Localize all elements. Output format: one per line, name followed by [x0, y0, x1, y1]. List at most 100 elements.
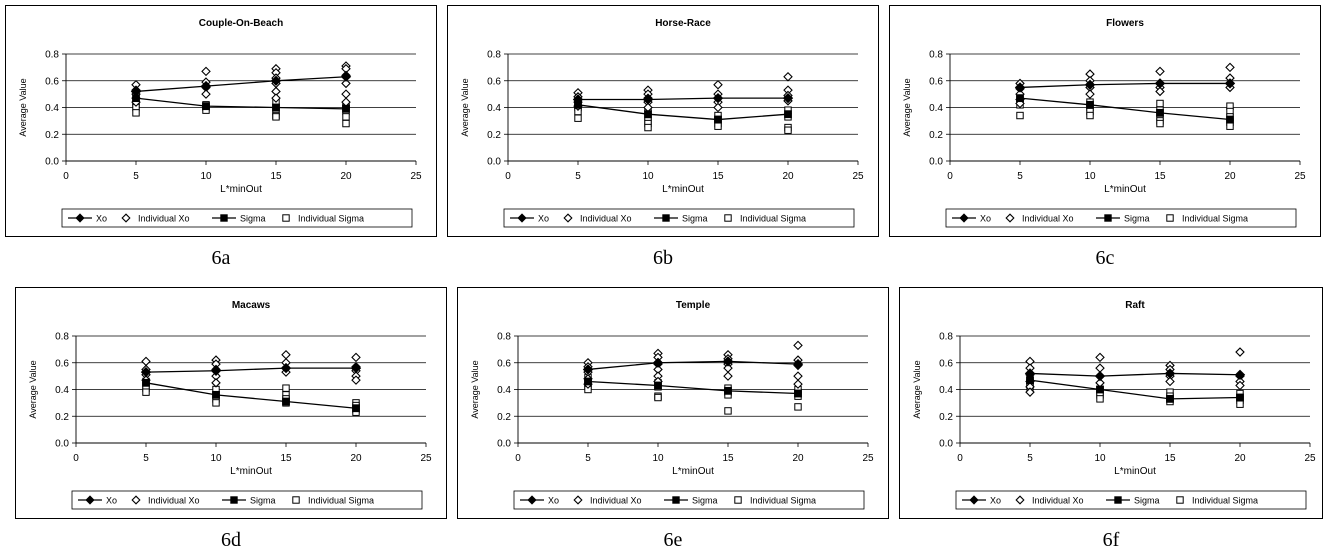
legend-sigma-marker [662, 214, 670, 222]
plot-area [140, 349, 362, 416]
chart-panel-6b: Horse-Race 0.0 0.2 0.4 0.6 0.8 0 5 10 15 20 25 L*min… [447, 5, 879, 237]
individual-xo-point [783, 71, 793, 82]
x-axis-label: L*minOut [672, 466, 714, 477]
individual-xo-point [341, 89, 351, 99]
plot-area [572, 71, 794, 134]
sigma-point [654, 381, 662, 390]
sigma-point [1096, 385, 1104, 394]
individual-xo-point [1225, 62, 1235, 73]
x-tick-label: 10 [210, 453, 222, 464]
legend-sigma-marker [1104, 214, 1112, 222]
chart-svg: Couple-On-Beach 0.0 0.2 0.4 0.6 0.8 0 5 10 15 20 25… [18, 18, 422, 228]
x-tick-label: 25 [862, 453, 874, 464]
sigma-point [784, 110, 792, 119]
legend-sigma-label: Sigma [692, 496, 718, 506]
x-axis-label: L*minOut [230, 466, 272, 477]
xo-point [1094, 370, 1106, 382]
sigma-line [145, 382, 357, 409]
y-tick-label: 0.8 [55, 332, 69, 343]
x-tick-label: 25 [852, 171, 864, 182]
legend-individual-sigma-label: Individual Sigma [750, 496, 816, 506]
legend-individual-xo-marker [573, 495, 583, 505]
individual-sigma-point [724, 407, 732, 415]
x-tick-label: 10 [200, 171, 212, 182]
x-tick-label: 20 [340, 171, 352, 182]
legend: Xo Individual Xo Sigma Individual Sigma [503, 208, 855, 228]
x-tick-label: 15 [722, 453, 734, 464]
figure-caption: 6d [221, 529, 241, 551]
y-tick-label: 0.4 [45, 103, 59, 114]
sigma-point [794, 389, 802, 398]
individual-xo-point [1155, 86, 1165, 97]
legend-individual-sigma-marker [1166, 214, 1174, 222]
x-tick-label: 5 [133, 171, 139, 182]
figure-caption: 6c [1095, 247, 1115, 269]
legend-xo-label: Xo [980, 214, 991, 224]
individual-sigma-point [654, 393, 662, 402]
legend-individual-xo-marker [1005, 213, 1015, 223]
chart-panel-6c: Flowers 0.0 0.2 0.4 0.6 0.8 0 5 10 15 20 25 L*minOut… [889, 5, 1321, 237]
xo-point [1154, 78, 1166, 89]
x-tick-label: 15 [280, 453, 292, 464]
x-tick-label: 20 [350, 453, 362, 464]
legend-xo-marker [85, 495, 95, 505]
figure-caption: 6b [653, 247, 673, 269]
individual-xo-point [211, 378, 221, 388]
y-axis-label: Average Value [470, 360, 480, 418]
sigma-point [1236, 393, 1244, 402]
legend-sigma-marker [220, 214, 228, 222]
individual-xo-point [713, 79, 723, 90]
legend-individual-xo-marker [1015, 495, 1025, 505]
xo-point [1014, 82, 1026, 93]
chart-panel-6a: Couple-On-Beach 0.0 0.2 0.4 0.6 0.8 0 5 10 15 20 25… [5, 5, 437, 237]
sigma-point [644, 110, 652, 119]
legend-individual-sigma-label: Individual Sigma [1192, 496, 1258, 506]
sigma-point [1016, 94, 1024, 103]
y-axis-label: Average Value [912, 360, 922, 418]
individual-xo-point [1085, 89, 1095, 99]
legend: Xo Individual Xo Sigma Individual Sigma [945, 208, 1297, 228]
legend-individual-sigma-marker [292, 496, 300, 504]
individual-xo-point [351, 352, 361, 363]
individual-sigma-point [1086, 111, 1094, 120]
y-tick-label: 0.4 [939, 385, 953, 396]
legend-individual-xo-marker [131, 495, 141, 505]
x-tick-label: 0 [505, 171, 511, 182]
x-axis-label: L*minOut [662, 184, 704, 195]
sigma-line [587, 380, 799, 395]
y-axis-label: Average Value [460, 78, 470, 136]
x-tick-label: 0 [957, 453, 963, 464]
x-tick-label: 20 [782, 171, 794, 182]
legend-box [955, 490, 1307, 510]
xo-line [1019, 82, 1230, 89]
y-tick-label: 0.0 [45, 157, 59, 168]
chart-title: Macaws [232, 300, 271, 311]
y-axis-label: Average Value [18, 78, 28, 136]
chart-svg: Temple 0.0 0.2 0.4 0.6 0.8 0 5 10 15 20 25 L*minOut A… [470, 300, 874, 510]
legend-xo-marker [75, 213, 85, 223]
sigma-point [584, 377, 592, 386]
figure-caption: 6f [1102, 529, 1120, 551]
y-tick-label: 0.2 [929, 130, 943, 141]
sigma-point [1156, 108, 1164, 117]
plot-area [582, 340, 804, 415]
legend-individual-sigma-marker [282, 214, 290, 222]
x-axis-label: L*minOut [1104, 184, 1146, 195]
sigma-point [1086, 100, 1094, 109]
x-tick-label: 15 [270, 171, 282, 182]
x-tick-label: 15 [1154, 171, 1166, 182]
legend-individual-sigma-marker [724, 214, 732, 222]
x-tick-label: 0 [63, 171, 69, 182]
y-tick-label: 0.4 [497, 385, 511, 396]
chart-panel-6e: Temple 0.0 0.2 0.4 0.6 0.8 0 5 10 15 20 25 L*minOut A… [457, 287, 889, 519]
legend-box [503, 208, 855, 228]
xo-point [572, 94, 584, 105]
xo-point [200, 80, 212, 92]
x-tick-label: 25 [1294, 171, 1306, 182]
individual-sigma-point [1156, 119, 1164, 128]
legend-individual-xo-label: Individual Xo [1032, 496, 1084, 506]
individual-xo-point [793, 371, 803, 381]
legend-individual-xo-marker [121, 213, 131, 223]
x-tick-label: 15 [1164, 453, 1176, 464]
individual-xo-point [1235, 380, 1245, 391]
